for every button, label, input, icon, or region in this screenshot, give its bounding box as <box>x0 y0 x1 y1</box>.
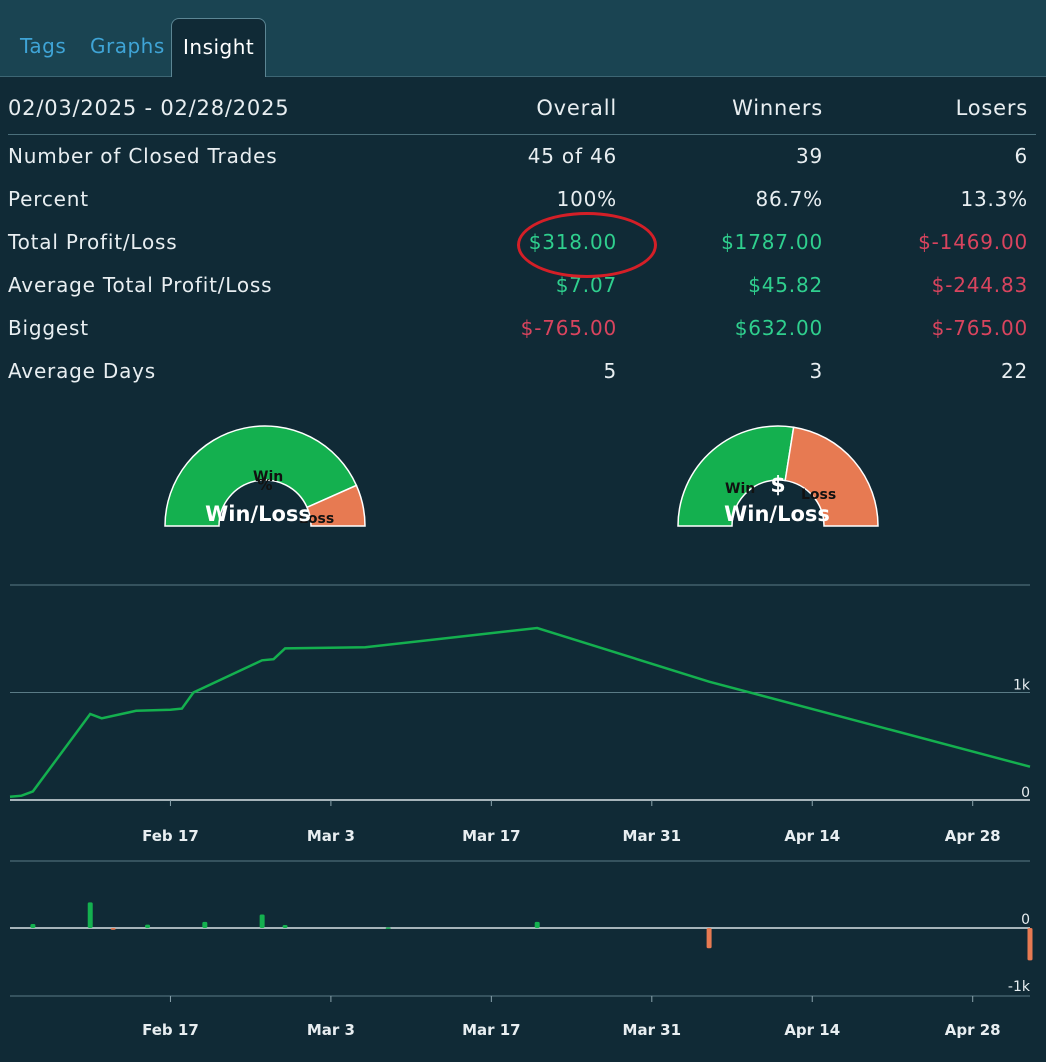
bar <box>282 924 288 928</box>
table-row: Average Days 5 3 22 <box>0 359 1046 399</box>
row-label: Biggest <box>8 316 89 340</box>
bar <box>145 924 151 928</box>
highlight-circle <box>517 212 657 278</box>
row-label: Number of Closed Trades <box>8 144 278 168</box>
x-tick-label: Apr 14 <box>784 1021 840 1039</box>
row-label: Total Profit/Loss <box>8 230 178 254</box>
y-axis-ticks: 0 1k <box>1013 678 1031 802</box>
column-header-winners: Winners <box>732 96 823 120</box>
overall-value: $-765.00 <box>520 316 617 340</box>
losers-value: $-1469.00 <box>918 230 1028 254</box>
winners-value: 39 <box>795 144 823 168</box>
gauge-win-arc <box>164 425 358 527</box>
gauge-win-label: Win <box>253 469 283 485</box>
x-tick-label: Mar 17 <box>462 827 521 845</box>
date-range: 02/03/2025 - 02/28/2025 <box>8 96 290 120</box>
bar <box>534 921 540 928</box>
win-loss-gauges: Win % Loss Win/Loss Win $ Loss Win/Loss <box>164 425 879 527</box>
overall-value: 45 of 46 <box>527 144 617 168</box>
cumulative-pl-line <box>9 626 1031 799</box>
x-tick-label: Apr 14 <box>784 827 840 845</box>
gauge-win-arc <box>677 425 795 527</box>
gauge-title: Win/Loss <box>205 502 311 526</box>
winners-value: 3 <box>809 359 823 383</box>
bar <box>1027 928 1033 961</box>
table-row: Average Total Profit/Loss $7.07 $45.82 $… <box>0 273 1046 313</box>
gauge-loss-label: Loss <box>299 511 334 527</box>
gauge-loss-arc <box>784 426 879 527</box>
y-tick-label: 1k <box>1013 678 1031 694</box>
table-row: Biggest $-765.00 $632.00 $-765.00 <box>0 316 1046 356</box>
row-label: Percent <box>8 187 89 211</box>
losers-value: 22 <box>1000 359 1028 383</box>
tab-graphs[interactable]: Graphs <box>90 34 165 58</box>
row-label: Average Days <box>8 359 156 383</box>
column-header-overall: Overall <box>536 96 617 120</box>
tab-tags[interactable]: Tags <box>20 34 67 58</box>
bar <box>706 928 712 949</box>
cumulative-pl-chart: 0 1k Feb 17 Mar 3 Mar 17 Mar 31 Apr 14 Apr 28 <box>9 584 1031 845</box>
chart-grid <box>10 584 1030 806</box>
losers-value: $-765.00 <box>931 316 1028 340</box>
bar <box>110 928 116 930</box>
x-tick-label: Mar 17 <box>462 1021 521 1039</box>
x-tick-label: Mar 3 <box>307 1021 355 1039</box>
losers-value: 6 <box>1014 144 1028 168</box>
table-row: Number of Closed Trades 45 of 46 39 6 <box>0 144 1046 184</box>
chart-grid <box>10 860 1030 1002</box>
y-tick-label: 0 <box>1021 912 1030 928</box>
bar <box>202 921 208 928</box>
trade-pl-bar-chart: 0 -1k Feb 17 Mar 3 Mar 17 Mar 31 Apr 14 Apr 28 <box>10 860 1033 1039</box>
x-tick-label: Feb 17 <box>142 827 199 845</box>
table-row: Percent 100% 86.7% 13.3% <box>0 187 1046 227</box>
header-divider <box>8 134 1036 135</box>
gauge-symbol: $ <box>770 473 785 498</box>
overall-value: 100% <box>556 187 617 211</box>
bar-series <box>30 902 1033 961</box>
x-axis-ticks: Feb 17 Mar 3 Mar 17 Mar 31 Apr 14 Apr 28 <box>142 1021 1000 1039</box>
y-axis-ticks: 0 -1k <box>1008 912 1031 995</box>
row-label: Average Total Profit/Loss <box>8 273 273 297</box>
tab-bar: Tags Graphs Insight <box>0 0 1046 77</box>
winners-value: $1787.00 <box>721 230 823 254</box>
losers-value: $-244.83 <box>931 273 1028 297</box>
bar <box>87 902 93 928</box>
overall-value: 5 <box>603 359 617 383</box>
winners-value: $632.00 <box>734 316 823 340</box>
bar <box>259 914 265 928</box>
x-tick-label: Apr 28 <box>945 1021 1001 1039</box>
table-header: 02/03/2025 - 02/28/2025 Overall Winners … <box>0 96 1046 136</box>
x-tick-label: Apr 28 <box>945 827 1001 845</box>
percent-gauge: Win % Loss Win/Loss <box>164 425 366 527</box>
bar <box>385 927 391 929</box>
x-tick-label: Mar 31 <box>623 1021 682 1039</box>
x-tick-label: Feb 17 <box>142 1021 199 1039</box>
winners-value: 86.7% <box>755 187 823 211</box>
y-tick-label: 0 <box>1021 785 1030 801</box>
winners-value: $45.82 <box>748 273 823 297</box>
gauge-loss-label: Loss <box>801 487 836 503</box>
tab-insight[interactable]: Insight <box>171 18 267 77</box>
losers-value: 13.3% <box>960 187 1028 211</box>
gauge-loss-arc <box>306 484 366 527</box>
x-axis-ticks: Feb 17 Mar 3 Mar 17 Mar 31 Apr 14 Apr 28 <box>142 827 1000 845</box>
y-tick-label: -1k <box>1008 979 1031 995</box>
x-tick-label: Mar 31 <box>623 827 682 845</box>
x-tick-label: Mar 3 <box>307 827 355 845</box>
gauge-title: Win/Loss <box>724 502 830 526</box>
gauge-symbol: % <box>257 476 272 494</box>
column-header-losers: Losers <box>955 96 1028 120</box>
dollar-gauge: Win $ Loss Win/Loss <box>677 425 879 527</box>
gauge-win-label: Win <box>725 481 755 497</box>
bar <box>30 923 36 928</box>
